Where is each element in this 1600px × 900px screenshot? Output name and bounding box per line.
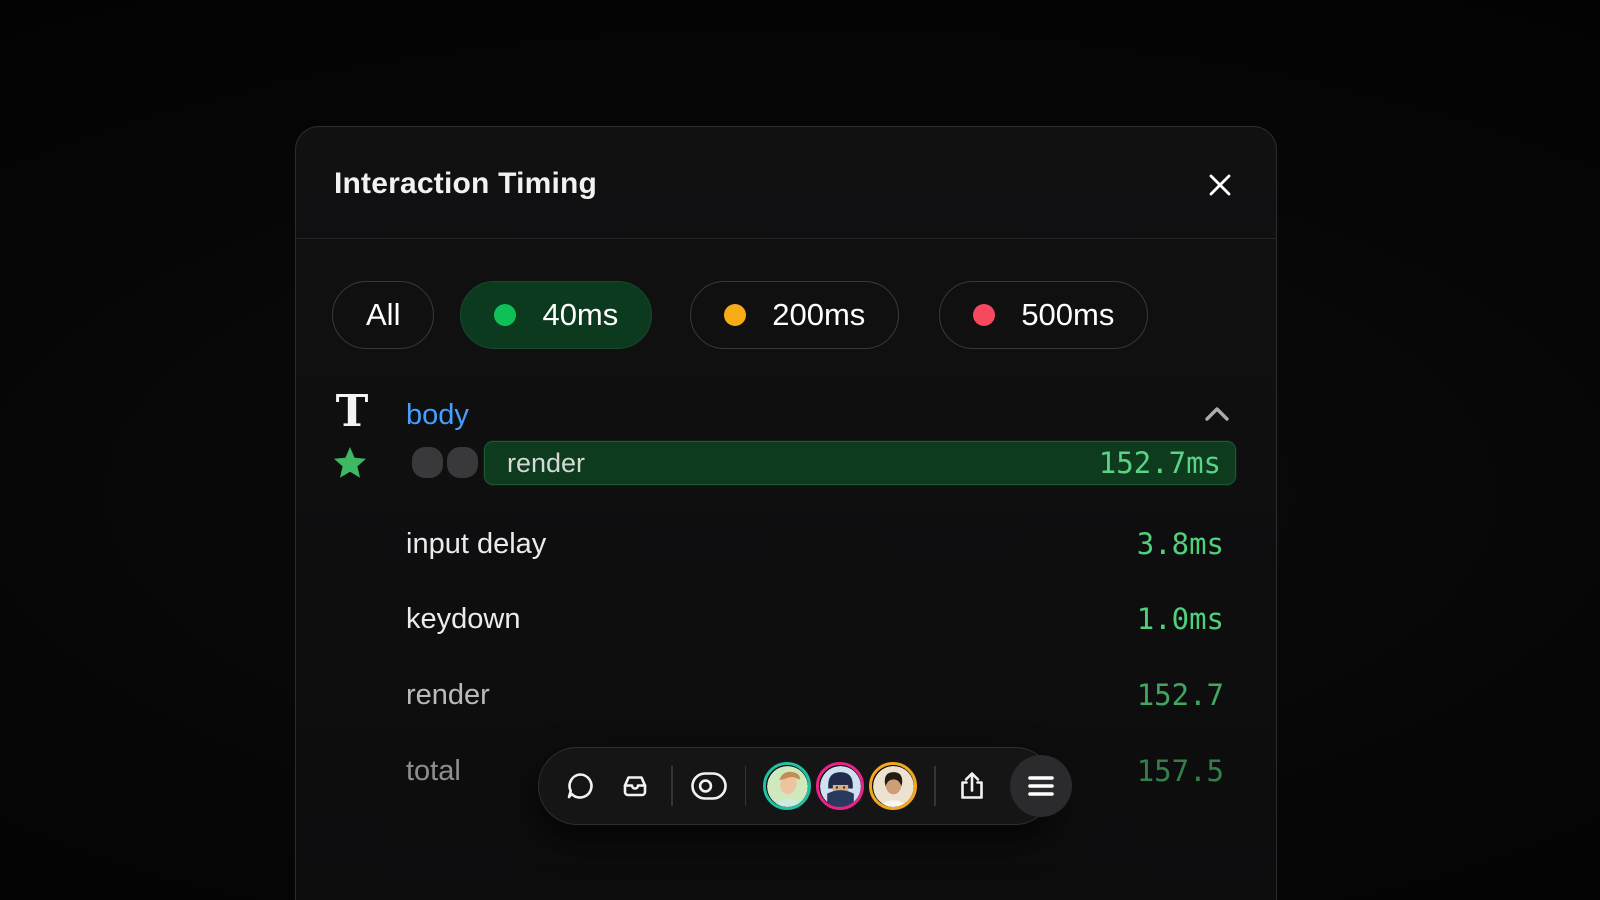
metric-row-render: render 152.7: [406, 675, 1224, 715]
filter-all[interactable]: All: [332, 281, 435, 349]
filter-200ms[interactable]: 200ms: [690, 281, 900, 349]
share-button[interactable]: [953, 764, 991, 808]
track-dot: [447, 447, 478, 478]
comment-button[interactable]: [561, 764, 599, 808]
bar-value: 152.7ms: [1098, 446, 1221, 480]
filter-500ms-label: 500ms: [1021, 297, 1115, 332]
metric-label: render: [406, 678, 490, 711]
filter-all-label: All: [366, 297, 401, 332]
avatar[interactable]: [816, 762, 864, 810]
metric-label: total: [406, 754, 461, 787]
close-icon: [1205, 170, 1235, 200]
green-dot-icon: [494, 304, 517, 326]
metric-value: 1.0ms: [1136, 602, 1224, 636]
track-dot: [412, 447, 443, 478]
bar-label: render: [507, 447, 586, 478]
element-name-link[interactable]: body: [406, 399, 469, 431]
amber-dot-icon: [724, 304, 747, 326]
metric-row-input-delay: input delay 3.8ms: [406, 524, 1224, 564]
filter-200ms-label: 200ms: [772, 297, 866, 332]
text-tool-icon: T: [335, 386, 369, 437]
interaction-timing-panel: Interaction Timing All 40ms 200ms: [295, 126, 1277, 900]
metric-value: 3.8ms: [1136, 527, 1224, 561]
collapse-button[interactable]: [1200, 397, 1234, 431]
red-dot-icon: [973, 304, 996, 326]
metric-row-keydown: keydown 1.0ms: [406, 599, 1224, 639]
metric-row-total: total 157.5: [406, 751, 1224, 791]
element-row: T body: [296, 386, 1276, 443]
toolbar-divider: [671, 766, 673, 806]
menu-button[interactable]: [1009, 755, 1072, 817]
page-title: Interaction Timing: [334, 167, 598, 200]
comment-icon: [563, 769, 597, 803]
threshold-filters: All 40ms 200ms 500ms: [332, 281, 1149, 349]
toolbar-divider: [744, 766, 746, 806]
metric-label: keydown: [406, 602, 521, 635]
metric-value: 157.5: [1136, 754, 1224, 788]
inbox-icon: [618, 769, 652, 803]
floating-toolbar: [538, 747, 1072, 825]
filter-40ms-label: 40ms: [542, 297, 619, 332]
observe-icon: [689, 769, 729, 803]
panel-header: Interaction Timing: [296, 127, 1276, 239]
metric-label: input delay: [406, 527, 547, 560]
share-icon: [955, 769, 989, 803]
star-icon: [332, 445, 368, 481]
observe-button[interactable]: [690, 764, 728, 808]
inbox-button[interactable]: [616, 764, 654, 808]
menu-icon: [1026, 773, 1056, 799]
filter-40ms[interactable]: 40ms: [460, 281, 653, 349]
filter-500ms[interactable]: 500ms: [939, 281, 1149, 349]
chevron-up-icon: [1202, 404, 1232, 424]
avatar[interactable]: [869, 762, 917, 810]
timing-bar-row: render 152.7ms: [296, 441, 1276, 485]
avatar[interactable]: [763, 762, 811, 810]
render-duration-bar[interactable]: render 152.7ms: [484, 441, 1236, 485]
close-button[interactable]: [1200, 165, 1240, 205]
toolbar-divider: [934, 766, 936, 806]
collaborator-avatars: [763, 762, 917, 810]
metric-value: 152.7: [1136, 678, 1224, 712]
